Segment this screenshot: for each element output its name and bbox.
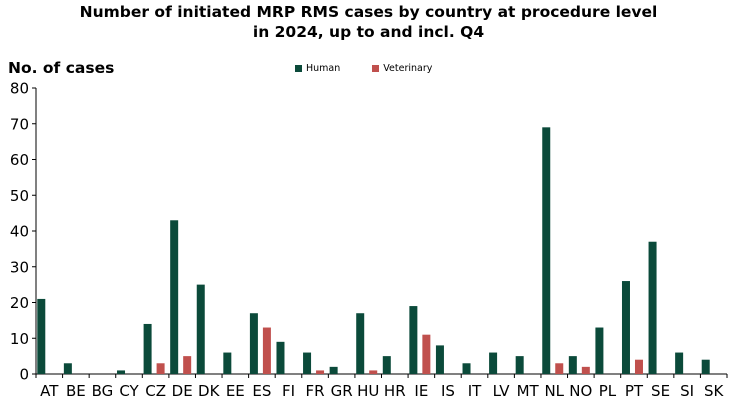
x-tick-label: LV xyxy=(493,382,511,400)
x-tick-label: FR xyxy=(306,382,325,400)
bar-human-nl xyxy=(542,127,551,374)
legend-label-veterinary: Veterinary xyxy=(383,63,433,74)
bar-veterinary-hu xyxy=(369,370,378,374)
x-tick-label: HU xyxy=(357,382,379,400)
x-tick-label: DK xyxy=(198,382,221,400)
bar-human-cz xyxy=(143,323,152,374)
bar-veterinary-de xyxy=(183,356,192,374)
x-tick-label: NL xyxy=(544,382,564,400)
bar-human-de xyxy=(170,220,179,374)
x-tick-label: FI xyxy=(282,382,295,400)
x-tick-label: GR xyxy=(331,382,353,400)
x-tick-label: BE xyxy=(66,382,86,400)
bar-human-gr xyxy=(329,366,338,374)
y-tick-label: 30 xyxy=(10,258,29,276)
y-tick-label: 20 xyxy=(10,294,29,312)
bar-human-sk xyxy=(701,359,710,374)
bar-veterinary-ie xyxy=(422,334,431,374)
x-tick-label: IE xyxy=(414,382,428,400)
x-tick-label: MT xyxy=(517,382,540,400)
bar-veterinary-pt xyxy=(634,359,643,374)
x-tick-label: DE xyxy=(172,382,193,400)
y-tick-label: 60 xyxy=(10,151,29,169)
legend-swatch-human xyxy=(295,65,302,72)
x-tick-label: IS xyxy=(441,382,455,400)
x-tick-label: CZ xyxy=(145,382,166,400)
x-tick-label: EE xyxy=(226,382,245,400)
bar-veterinary-fr xyxy=(316,370,325,374)
bar-human-dk xyxy=(196,284,205,374)
bar-human-pt xyxy=(621,281,630,374)
y-tick-label: 80 xyxy=(10,80,29,98)
bar-human-cy xyxy=(117,370,126,374)
legend-label-human: Human xyxy=(306,63,341,74)
bar-human-hu xyxy=(356,313,365,374)
x-tick-label: PT xyxy=(625,382,644,400)
chart-title: Number of initiated MRP RMS cases by cou… xyxy=(0,2,737,42)
x-tick-label: ES xyxy=(252,382,271,400)
bar-veterinary-cz xyxy=(156,363,165,374)
x-tick-label: AT xyxy=(40,382,59,400)
chart-title-line-2: in 2024, up to and incl. Q4 xyxy=(252,23,485,41)
bar-human-es xyxy=(249,313,258,374)
bar-human-mt xyxy=(515,356,524,374)
chart-title-line-1: Number of initiated MRP RMS cases by cou… xyxy=(79,3,658,21)
x-tick-label: IT xyxy=(468,382,482,400)
bar-human-ee xyxy=(223,352,232,374)
bar-human-fr xyxy=(303,352,312,374)
legend-item-human: Human xyxy=(295,63,340,74)
bar-human-hr xyxy=(382,356,391,374)
y-tick-label: 40 xyxy=(10,223,29,241)
bar-veterinary-es xyxy=(262,327,271,374)
legend-item-veterinary: Veterinary xyxy=(372,63,432,74)
bar-human-no xyxy=(568,356,577,374)
y-axis-label: No. of cases xyxy=(8,59,115,77)
bar-human-lv xyxy=(489,352,498,374)
x-tick-label: SK xyxy=(704,382,725,400)
bar-human-is xyxy=(435,345,444,374)
y-tick-label: 70 xyxy=(10,115,29,133)
x-tick-label: NO xyxy=(569,382,592,400)
bar-human-ie xyxy=(409,306,418,374)
bar-human-si xyxy=(675,352,684,374)
legend-swatch-veterinary xyxy=(372,65,380,72)
bar-human-it xyxy=(462,363,471,374)
legend: Human Veterinary xyxy=(295,63,464,74)
bar-human-se xyxy=(648,241,657,374)
bar-veterinary-nl xyxy=(555,363,564,374)
x-tick-label: SI xyxy=(680,382,694,400)
y-tick-label: 10 xyxy=(10,330,29,348)
bar-human-at xyxy=(37,298,46,374)
x-tick-label: HR xyxy=(384,382,406,400)
y-tick-label: 50 xyxy=(10,187,29,205)
x-tick-label: BG xyxy=(92,382,114,400)
x-tick-label: SE xyxy=(651,382,670,400)
bar-veterinary-no xyxy=(581,366,590,374)
bar-human-fi xyxy=(276,341,285,374)
bar-human-pl xyxy=(595,327,604,374)
bar-human-be xyxy=(63,363,72,374)
x-tick-label: CY xyxy=(119,382,139,400)
y-tick-label: 0 xyxy=(19,366,29,384)
x-tick-label: PL xyxy=(599,382,617,400)
